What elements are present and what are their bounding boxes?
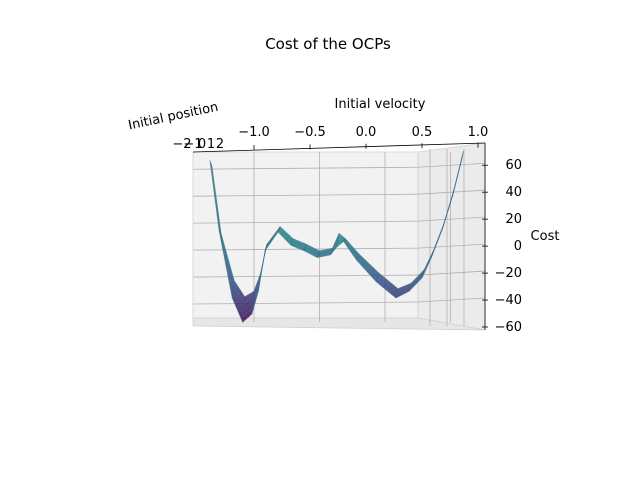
y-axis: −2−10 1 2 Initial position <box>127 100 224 152</box>
z-tick-label: 40 <box>505 185 522 200</box>
z-tick-label: 60 <box>505 158 522 173</box>
grid-line-horizontal <box>417 162 486 168</box>
x-tick-label: 1.0 <box>468 125 489 140</box>
surface-mesh-rung <box>242 296 246 323</box>
surface-mesh-rung <box>375 272 379 282</box>
surface-mesh-rung <box>441 223 445 231</box>
grid-line-horizontal <box>192 301 419 305</box>
y-tick-label: −2 <box>172 137 191 152</box>
surface-mesh-rung <box>303 244 307 251</box>
grid-line-horizontal <box>417 270 486 276</box>
surface-mesh-rung <box>209 160 213 167</box>
back-pane <box>192 151 419 319</box>
surface-mesh-rung <box>251 291 255 315</box>
grid-line-horizontal <box>417 216 486 222</box>
x-tick-label: 0.0 <box>356 125 377 140</box>
surface-mesh-rung <box>277 226 281 233</box>
surface-mesh-rung <box>461 151 464 161</box>
grid-line-horizontal <box>417 189 486 195</box>
surface-mesh-rung <box>290 238 294 246</box>
z-tick-label: −40 <box>495 293 522 308</box>
z-tick-label: −20 <box>495 266 522 281</box>
surface-mesh-rung <box>421 269 425 278</box>
grid-line-horizontal <box>417 297 486 303</box>
grid-lines <box>192 149 486 326</box>
surface-mesh-rung <box>343 238 346 242</box>
y-tick-label: 0 <box>198 137 206 152</box>
x-axis-label: Initial velocity <box>335 97 426 112</box>
grid-line-horizontal <box>192 193 419 197</box>
y-tick-label: 1 <box>207 137 215 152</box>
surface-mesh-rung <box>317 250 320 258</box>
grid-line-horizontal <box>192 166 419 170</box>
x-tick-label: −0.5 <box>294 125 326 140</box>
y-tick-label: −1 <box>183 137 202 152</box>
surface-mesh-rung <box>231 280 235 299</box>
x-axis-line <box>192 142 486 153</box>
x-axis: −1.0 −0.5 0.0 0.5 1.0 Initial velocity <box>192 97 489 153</box>
right-pane <box>417 142 486 331</box>
z-tick-label: 20 <box>505 212 522 227</box>
surface-mesh-rung <box>330 248 333 255</box>
surface-mesh-rung <box>218 230 222 234</box>
y-tick-label: 2 <box>216 137 224 152</box>
z-tick-label: −60 <box>495 320 522 335</box>
z-tick-label: 0 <box>514 239 522 254</box>
surface-mesh-rung <box>336 233 340 247</box>
surface-mesh-rung <box>451 188 455 198</box>
grid-line-horizontal <box>417 243 486 249</box>
surface-mesh-rung <box>264 244 268 251</box>
x-tick-label: 0.5 <box>412 125 433 140</box>
z-axis-label: Cost <box>531 229 560 244</box>
surface-mesh-rung <box>258 273 261 292</box>
surface-mesh-rung <box>430 250 434 258</box>
z-axis: 60 40 20 0 −20 −40 −60 Cost <box>482 143 559 335</box>
surface-mesh-rung <box>356 253 359 261</box>
y-axis-label: Initial position <box>127 100 220 134</box>
grid-line-horizontal <box>192 220 419 224</box>
chart-title: Cost of the OCPs <box>265 35 391 53</box>
x-tick-label: −1.0 <box>238 125 270 140</box>
surface-mesh <box>209 151 464 323</box>
surface-mesh-rung <box>395 288 399 299</box>
surface-mesh-rung <box>408 283 412 292</box>
